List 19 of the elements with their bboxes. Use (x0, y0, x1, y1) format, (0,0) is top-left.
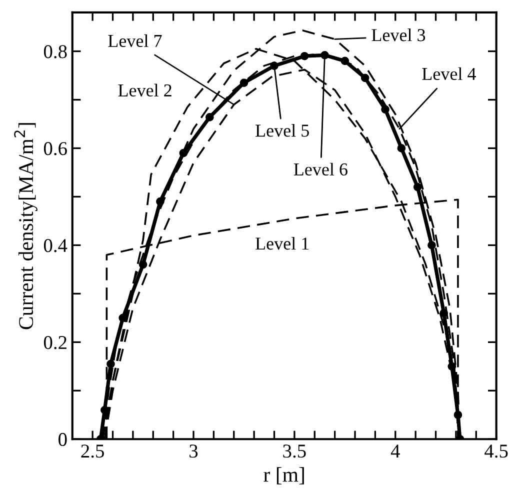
annotation: Level 3 (372, 28, 426, 42)
y-axis-title: Current density[MA/m$^{2}$] (14, 123, 38, 330)
x-tick-label: 4.5 (484, 444, 508, 458)
y-tick-label: 0.2 (44, 336, 66, 350)
x-tick-label: 3 (190, 444, 198, 458)
y-tick-label: 0 (58, 432, 67, 446)
annotation: Level 4 (422, 67, 476, 80)
annotation: Level 7 (108, 34, 162, 48)
x-axis-title: r [m] (264, 467, 304, 484)
x-tick-label: 2.5 (81, 444, 104, 458)
annotation: Level 2 (118, 84, 172, 97)
y-tick-label: 0.4 (44, 239, 68, 252)
x-tick-label: 3.5 (283, 444, 306, 458)
annotation: Level 1 (256, 237, 309, 250)
y-tick-label: 0.8 (44, 45, 67, 58)
annotation: Level 6 (294, 162, 348, 176)
y-tick-label: 0.6 (44, 142, 67, 156)
annotation: Level 5 (256, 124, 309, 137)
x-tick-label: 4 (390, 444, 400, 458)
